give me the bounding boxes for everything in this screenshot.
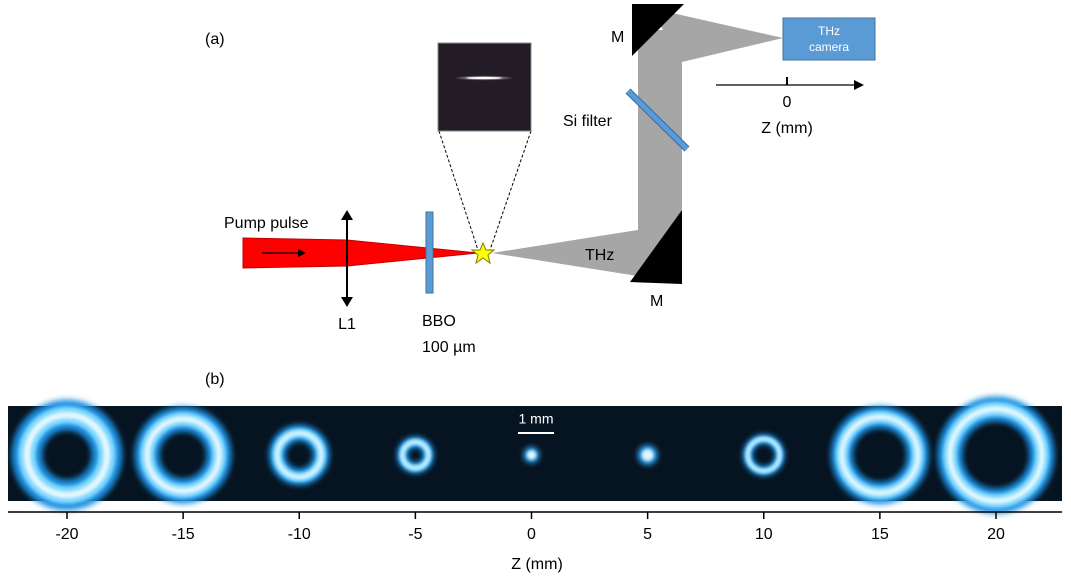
plasma-image [438, 43, 531, 131]
tick-label: 15 [871, 526, 889, 543]
tick-label: -5 [408, 526, 422, 543]
bbo-crystal [426, 212, 433, 293]
crystal-label: 100 µm [422, 339, 476, 356]
lens-label: L1 [338, 316, 356, 333]
plasma-filament [466, 77, 502, 79]
mirror-label: M [650, 293, 663, 310]
arrow-head [341, 210, 353, 220]
figure: (a) M M Si filter THz THz camera 0 Z (mm… [0, 0, 1071, 576]
mirror-label: M [611, 29, 624, 46]
camera-label: THz [818, 24, 840, 38]
crystal-label: BBO [422, 313, 456, 330]
arrow-head [341, 297, 353, 307]
panel-label: (a) [205, 31, 225, 48]
tick-label: -20 [55, 526, 78, 543]
tick-label: 0 [527, 526, 536, 543]
panel-label: (b) [205, 371, 225, 388]
tick-label: 0 [783, 94, 792, 111]
tick-label: 20 [987, 526, 1005, 543]
camera-label: camera [809, 40, 849, 54]
beam-spot [527, 450, 537, 460]
zoom-line [490, 131, 531, 250]
tick-label: 10 [755, 526, 773, 543]
beam-spot [642, 449, 654, 461]
tick-label: -15 [172, 526, 195, 543]
plasma-source [472, 243, 494, 263]
pump-label: Pump pulse [224, 215, 309, 232]
tick-label: 5 [643, 526, 652, 543]
tick-label: -10 [288, 526, 311, 543]
zoom-line [439, 131, 478, 250]
thz-label: THz [585, 247, 614, 264]
axis-label: Z (mm) [761, 120, 813, 137]
scale-bar-label: 1 mm [519, 411, 554, 427]
arrow-head [854, 80, 864, 90]
filter-label: Si filter [563, 113, 613, 130]
axis-label: Z (mm) [511, 556, 563, 573]
